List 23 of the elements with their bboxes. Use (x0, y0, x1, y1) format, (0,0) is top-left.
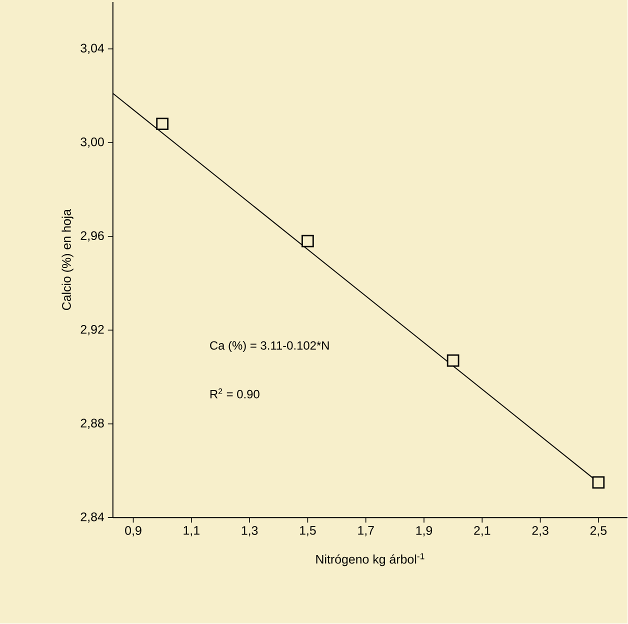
point (592, 476, 605, 489)
y-tick-label: 2,84 (80, 512, 104, 523)
y-tick-label: 3,00 (80, 138, 104, 148)
y-axis-title: Calcio (%) en hoja (62, 209, 74, 310)
x-tick-label: 0,9 (125, 526, 142, 537)
x-tick-label: 1,5 (300, 526, 316, 536)
x-tick-label: 1,7 (358, 526, 374, 536)
x-tick-label: 2,3 (532, 526, 548, 537)
x-tick-label: 2,1 (474, 526, 490, 537)
y-tick-label: 3,04 (80, 44, 104, 54)
annotation: R$^{2}$ = 0.90 (210, 388, 260, 399)
point (446, 354, 460, 367)
x-tick-label: 1,3 (242, 526, 258, 537)
x-tick-label: 1,9 (416, 526, 432, 537)
x-tick-label: 2,5 (590, 526, 607, 537)
point (156, 118, 169, 130)
point (302, 235, 314, 248)
annotation: Ca (%) = 3.11-0.102*N (210, 341, 329, 352)
y-tick-label: 2,88 (80, 418, 104, 430)
x-tick-label: 1,1 (184, 526, 200, 536)
x-axis-title: Nitrógeno kg árbol$^{-1}$ (316, 553, 424, 566)
y-tick-label: 2,92 (80, 325, 104, 336)
y-tick-label: 2,96 (80, 231, 104, 242)
